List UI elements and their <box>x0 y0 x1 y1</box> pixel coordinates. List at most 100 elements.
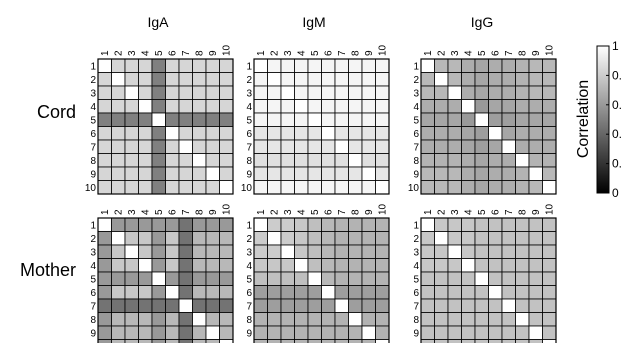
column-tick-label: 2 <box>113 50 124 56</box>
row-tick-label: 6 <box>413 129 419 140</box>
column-tick-label: 4 <box>140 50 151 56</box>
heatmap-cell <box>165 139 180 154</box>
heatmap-cell <box>420 271 435 286</box>
heatmap-cell <box>501 166 516 181</box>
heatmap-cell <box>280 258 295 273</box>
heatmap-cell <box>488 139 503 154</box>
heatmap-cell <box>375 244 390 259</box>
heatmap-cell <box>307 285 322 300</box>
heatmap-cell <box>97 271 112 286</box>
column-tick-label: 3 <box>283 209 294 215</box>
heatmap-cell <box>294 298 309 313</box>
heatmap-cell <box>375 58 390 73</box>
row-tick-label: 10 <box>408 342 420 343</box>
heatmap-cell <box>528 271 543 286</box>
heatmap-cell <box>280 231 295 246</box>
heatmap-cell <box>461 85 476 100</box>
heatmap-cell <box>307 258 322 273</box>
heatmap-cell <box>542 258 557 273</box>
heatmap-cell <box>321 112 336 127</box>
heatmap-cell <box>528 312 543 327</box>
heatmap-cell <box>361 258 376 273</box>
heatmap-cell <box>124 72 139 87</box>
column-tick-label: 7 <box>181 209 192 215</box>
heatmap-cell <box>461 312 476 327</box>
heatmap-cell <box>253 58 268 73</box>
heatmap-cell <box>111 285 126 300</box>
heatmap-cell <box>501 339 516 343</box>
heatmap-cell <box>542 85 557 100</box>
column-tick-label: 6 <box>490 50 501 56</box>
column-tick-label: 6 <box>167 209 178 215</box>
heatmap-cell <box>515 58 530 73</box>
row-tick-label: 3 <box>90 88 96 99</box>
heatmap-cell <box>474 58 489 73</box>
heatmap-cell <box>488 72 503 87</box>
heatmap-cell <box>219 139 234 154</box>
heatmap-cell <box>138 298 153 313</box>
heatmap-cell <box>321 180 336 195</box>
heatmap-cell <box>253 85 268 100</box>
heatmap-cell <box>321 339 336 343</box>
heatmap-cell <box>253 126 268 141</box>
column-title-iga: IgA <box>147 14 169 30</box>
column-tick-label: 2 <box>436 209 447 215</box>
heatmap-cell <box>361 180 376 195</box>
heatmap-cell <box>192 258 207 273</box>
heatmap-cell <box>375 72 390 87</box>
column-tick-label: 4 <box>140 209 151 215</box>
heatmap-cell <box>178 325 193 340</box>
heatmap-cell <box>111 139 126 154</box>
heatmap-cell <box>434 85 449 100</box>
heatmap-cell <box>280 339 295 343</box>
row-tick-label: 10 <box>85 183 97 194</box>
heatmap-cell <box>528 99 543 114</box>
heatmap-cell <box>447 217 462 232</box>
heatmap-cell <box>542 153 557 168</box>
heatmap-cell <box>280 312 295 327</box>
heatmap-cell <box>192 99 207 114</box>
heatmap-cell <box>165 298 180 313</box>
row-tick-label: 7 <box>246 142 252 153</box>
row-tick-label: 9 <box>90 328 96 339</box>
heatmap-cell <box>253 112 268 127</box>
heatmap-cell <box>205 112 220 127</box>
heatmap-cell <box>192 325 207 340</box>
heatmap-cell <box>267 153 282 168</box>
heatmap-cell <box>178 231 193 246</box>
heatmap-cell <box>165 217 180 232</box>
row-tick-label: 6 <box>90 129 96 140</box>
heatmap-cell <box>447 231 462 246</box>
heatmap-cell <box>97 58 112 73</box>
heatmap-cell <box>205 72 220 87</box>
column-title-igg: IgG <box>471 14 494 30</box>
heatmap-cell <box>138 72 153 87</box>
heatmap-cell <box>434 217 449 232</box>
heatmap-cell <box>111 180 126 195</box>
heatmap-cell <box>219 244 234 259</box>
heatmap-cell <box>280 139 295 154</box>
colorbar <box>596 45 610 194</box>
heatmap-cell <box>375 139 390 154</box>
heatmap-cell <box>178 153 193 168</box>
row-tick-label: 4 <box>413 102 419 113</box>
heatmap-cell <box>165 153 180 168</box>
heatmap-cell <box>375 126 390 141</box>
heatmap-cell <box>474 153 489 168</box>
column-tick-label: 7 <box>504 50 515 56</box>
heatmap-cell <box>294 258 309 273</box>
heatmap-cell <box>501 112 516 127</box>
heatmap-cell <box>461 112 476 127</box>
heatmap-cell <box>361 325 376 340</box>
heatmap-cell <box>528 298 543 313</box>
row-tick-label: 5 <box>413 274 419 285</box>
heatmap-cell <box>501 231 516 246</box>
heatmap-cell <box>151 112 166 127</box>
heatmap-cell <box>447 180 462 195</box>
heatmap-cell <box>447 339 462 343</box>
heatmap-cell <box>420 85 435 100</box>
row-tick-label: 1 <box>90 220 96 231</box>
heatmap-cell <box>267 258 282 273</box>
heatmap-cell <box>542 217 557 232</box>
